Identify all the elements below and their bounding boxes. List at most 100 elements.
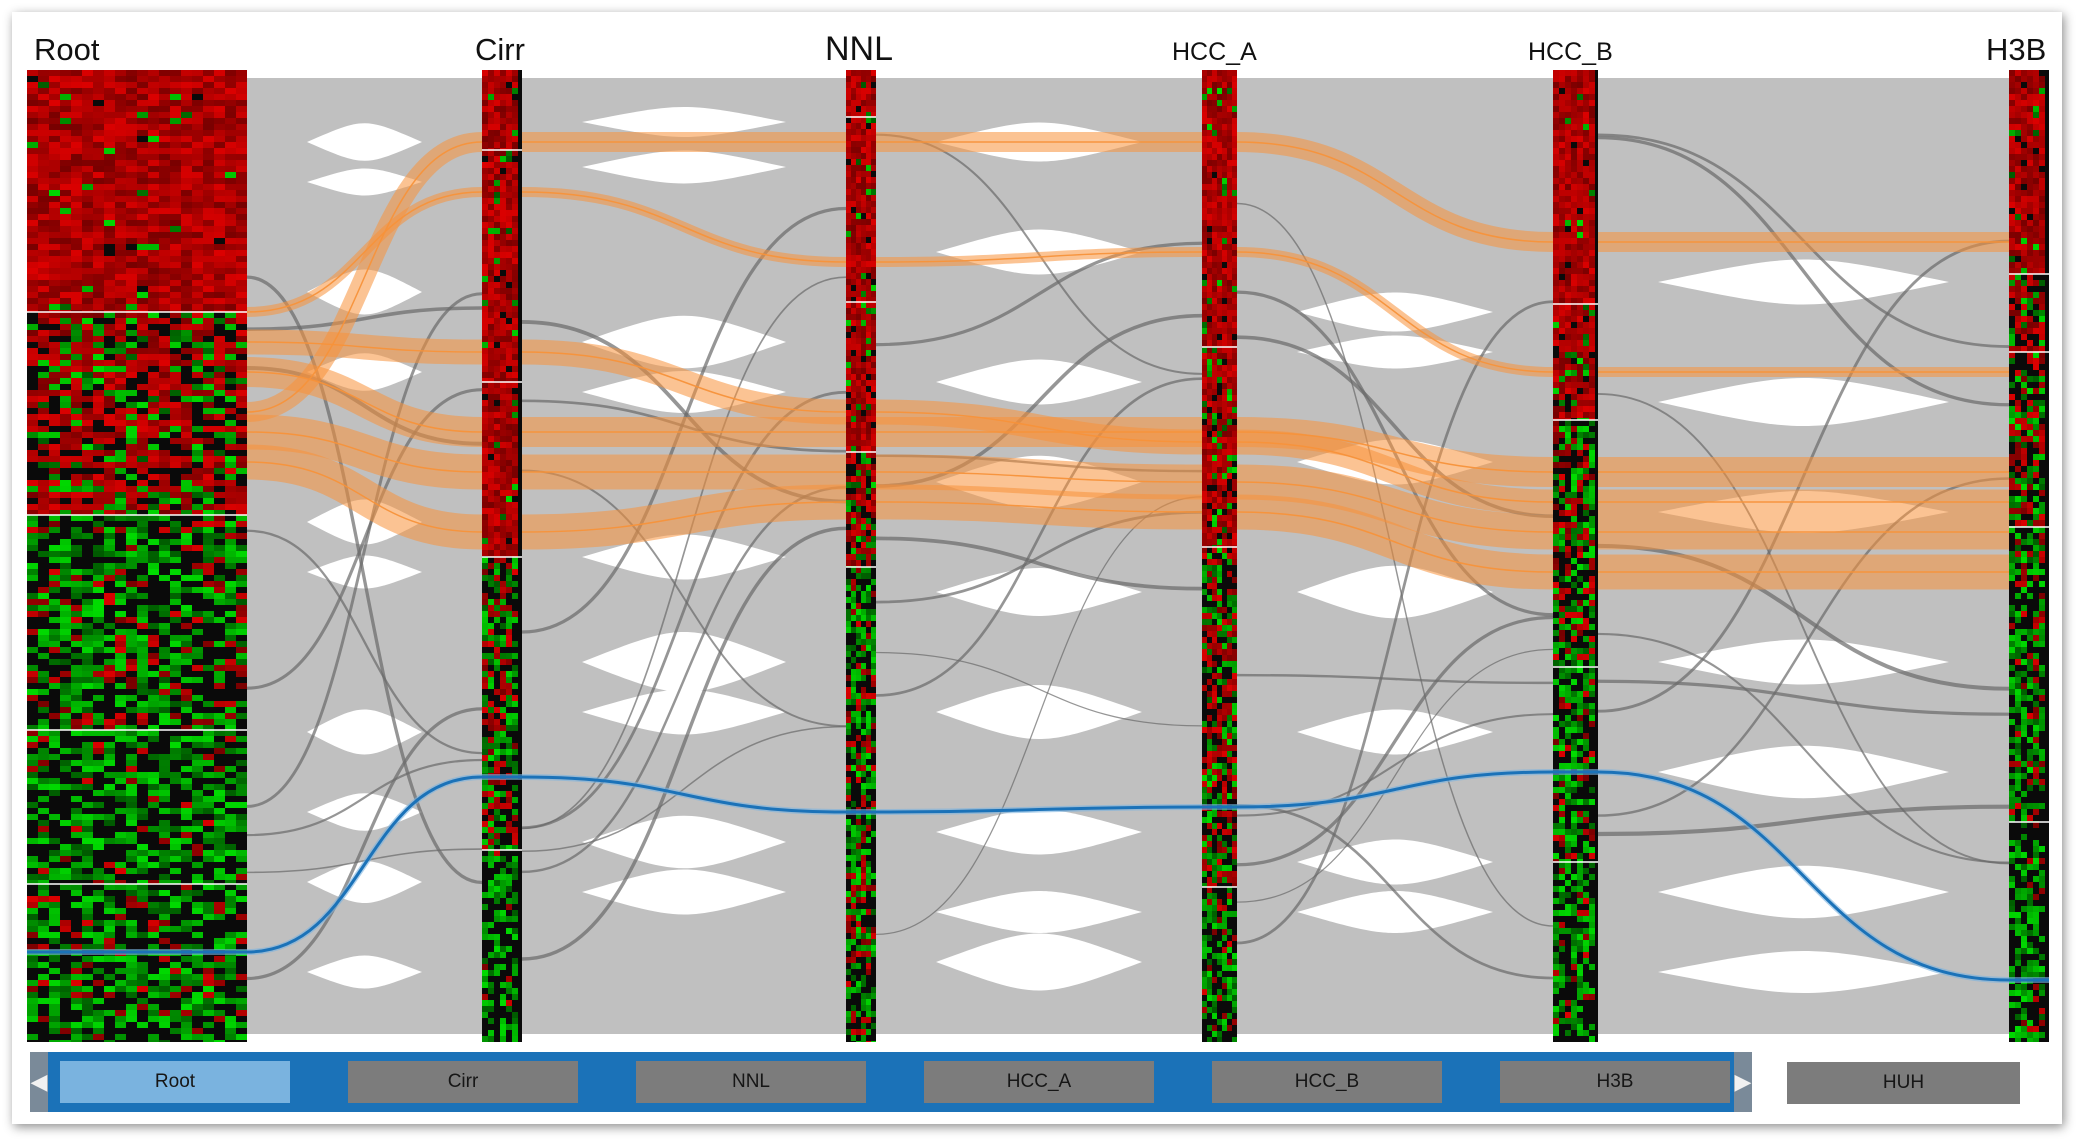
heatmap-cell [871,213,876,219]
heatmap-cell [506,210,512,216]
heatmap-cell [851,88,856,94]
heatmap-cell [71,414,82,420]
heatmap-cell [93,256,104,262]
heatmap-cell [159,82,170,88]
heatmap-cell [82,701,93,707]
heatmap-cell [236,623,247,629]
heatmap-cell [1207,497,1212,503]
heatmap-cell [1232,883,1237,887]
heatmap-cell [866,849,871,855]
heatmap-cell [846,285,851,291]
heatmap-cell [115,384,126,390]
heatmap-cell [60,70,71,76]
heatmap-cell [104,124,115,130]
heatmap-cell [494,210,500,216]
heatmap-cell [512,490,518,496]
heatmap-cell [148,790,159,796]
heatmap-cell [159,920,170,926]
heatmap-cell [1222,244,1227,250]
heatmap-cell [82,384,93,390]
heatmap-cell [148,360,159,366]
heatmap-cell [851,112,856,117]
heatmap-cell [512,270,518,276]
heatmap-cell [170,268,181,274]
heatmap-cell [494,725,500,731]
heatmap-cell [1232,160,1237,166]
heatmap-cell [1212,244,1217,250]
heatmap-cell [27,450,38,456]
heatmap-cell [115,683,126,689]
heatmap-cell [104,874,115,880]
heatmap-cell [861,308,866,314]
heatmap-cell [482,665,488,671]
heatmap-cell [38,890,49,896]
heatmap-cell [866,100,871,106]
heatmap-cell [482,623,488,629]
heatmap-cell [1222,703,1227,709]
heatmap-cell [851,76,856,82]
heatmap-cell [851,434,856,440]
heatmap-cell [866,308,871,314]
heatmap-cell [861,897,866,903]
heatmap-cell [236,557,247,563]
heatmap-cell [225,318,236,324]
heatmap-cell [82,88,93,94]
heatmap-cell [38,748,49,754]
heatmap-cell [506,916,512,922]
heatmap-cell [181,348,192,354]
heatmap-cell [236,593,247,599]
heatmap-cell [1212,280,1217,286]
heatmap-cell [126,148,137,154]
heatmap-cell [192,184,203,190]
heatmap-cell [1222,799,1227,805]
heatmap-cell [71,262,82,268]
heatmap-cell [851,909,856,915]
heatmap-cell [866,392,871,398]
heatmap-cell [871,627,876,633]
heatmap-cell [170,292,181,298]
heatmap-cell [482,677,488,683]
heatmap-cell [27,232,38,238]
heatmap-cell [82,629,93,635]
heatmap-cell [225,250,236,256]
heatmap-cell [1212,673,1217,679]
heatmap-cell [159,456,170,462]
heatmap-cell [482,466,488,472]
heatmap-cell [500,845,506,850]
heatmap-cell [170,88,181,94]
heatmap-cell [93,474,104,480]
heatmap-cell [494,892,500,898]
heatmap-cell [851,885,856,891]
heatmap-cell [60,360,71,366]
heatmap-cell [500,550,506,556]
heatmap-cell [494,599,500,605]
heatmap-cell [82,190,93,196]
heatmap-cell [192,980,203,986]
heatmap-cell [1202,389,1207,395]
heatmap-cell [104,551,115,557]
heatmap-cell [137,142,148,148]
heatmap-cell [214,533,225,539]
heatmap-cell [203,438,214,444]
heatmap-cell [1202,395,1207,401]
heatmap-cell [856,699,861,705]
heatmap-cell [506,394,512,400]
heatmap-cell [861,1035,866,1041]
heatmap-cell [1232,136,1237,142]
heatmap-cell [27,725,38,730]
heatmap-cell [93,208,104,214]
heatmap-cell [1212,286,1217,292]
heatmap-cell [225,106,236,112]
heatmap-cell [1202,479,1207,485]
heatmap-cell [482,557,488,563]
heatmap-cell [82,569,93,575]
heatmap-cell [225,184,236,190]
heatmap-cell [159,498,170,504]
heatmap-cell [1207,841,1212,847]
heatmap-cell [482,216,488,222]
heatmap-cell [488,671,494,677]
heatmap-cell [1232,407,1237,413]
heatmap-cell [170,354,181,360]
heatmap-cell [93,932,104,938]
heatmap-cell [866,368,871,374]
